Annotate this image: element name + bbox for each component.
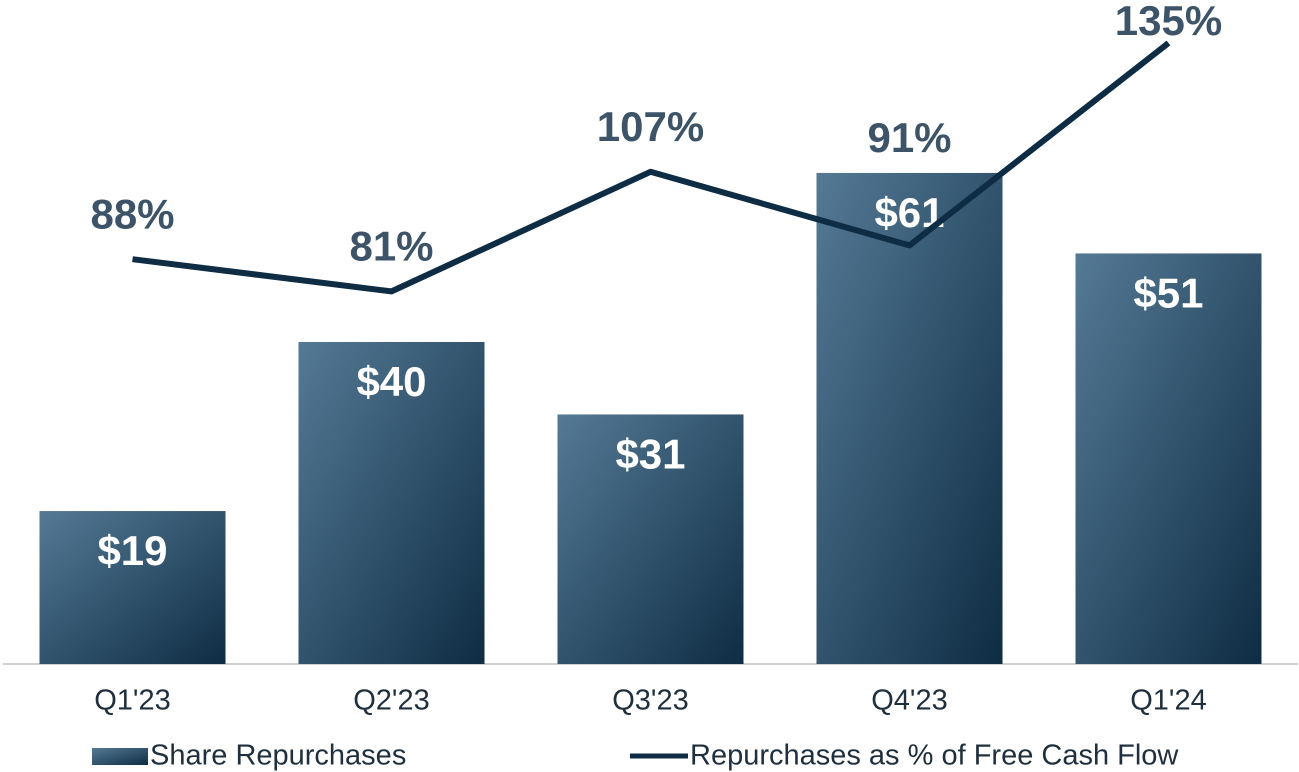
bar-label: $51 [1133, 270, 1203, 317]
line-label: 135% [1115, 0, 1222, 44]
legend-label: Repurchases as % of Free Cash Flow [690, 740, 1179, 772]
bar [1075, 253, 1262, 664]
bar [39, 511, 226, 664]
legend-label: Share Repurchases [150, 740, 406, 772]
bar-label: $31 [615, 431, 685, 478]
x-tick-label: Q1'24 [1130, 685, 1206, 717]
x-tick-label: Q1'23 [94, 685, 170, 717]
line-label: 81% [349, 222, 433, 269]
line-label: 107% [597, 103, 704, 150]
bar [557, 414, 744, 664]
line-label: 91% [867, 114, 951, 161]
bar [298, 342, 485, 664]
bar-label: $40 [356, 358, 426, 405]
bar [816, 172, 1003, 664]
x-tick-label: Q3'23 [612, 685, 688, 717]
line [132, 40, 1171, 295]
x-tick-label: Q4'23 [871, 685, 947, 717]
line-label: 88% [90, 190, 174, 237]
bar-label: $19 [97, 527, 167, 574]
x-tick-label: Q2'23 [353, 685, 429, 717]
legend-swatch [92, 748, 148, 765]
